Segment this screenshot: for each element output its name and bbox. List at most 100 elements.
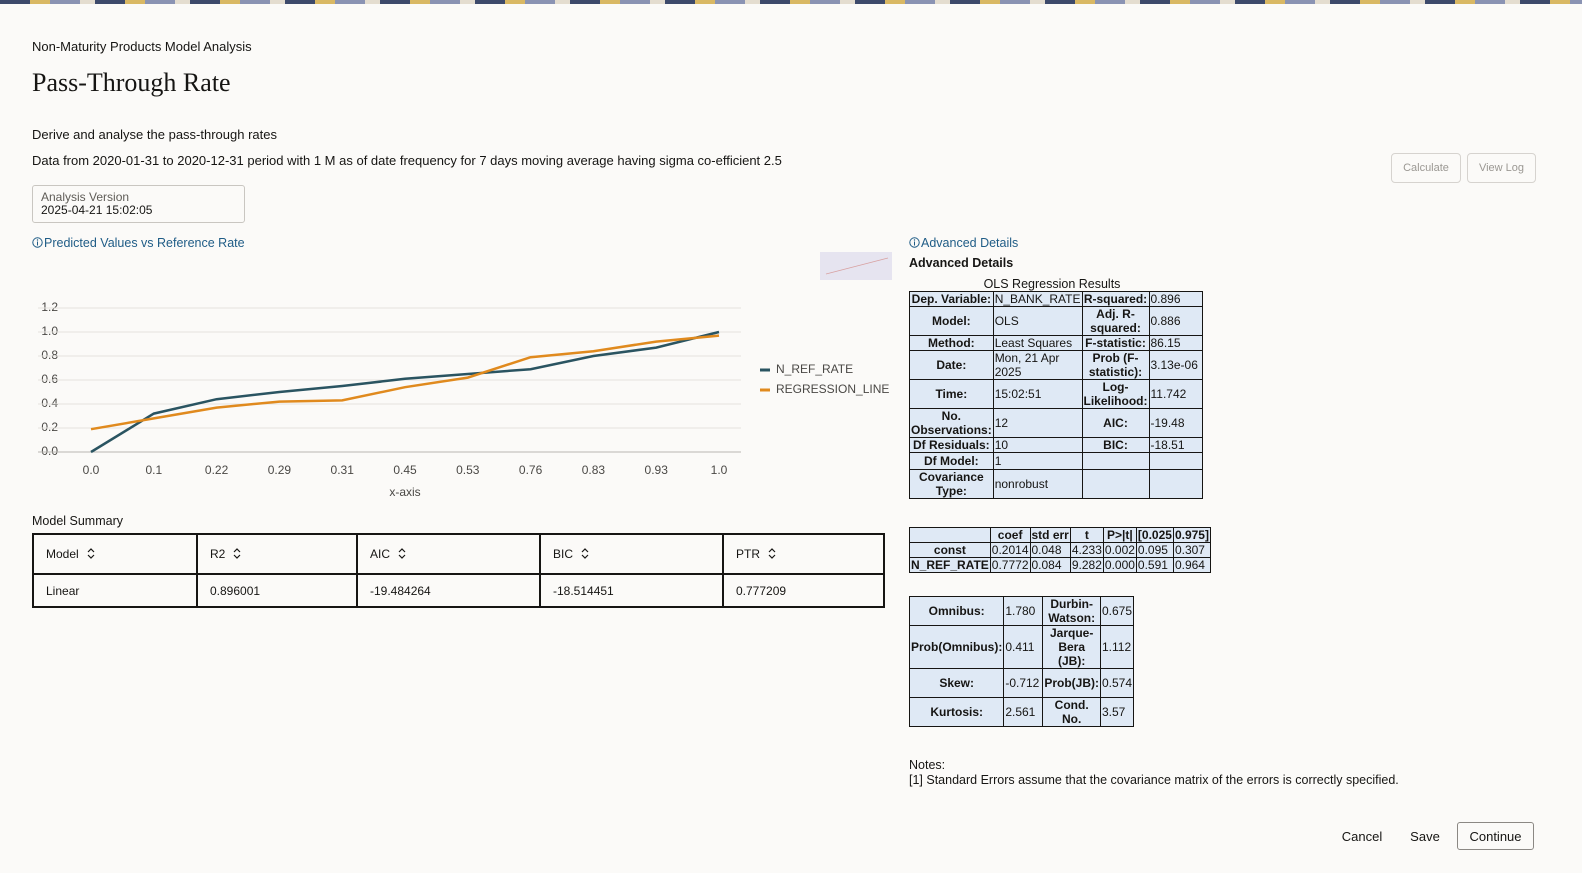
link-text: Advanced Details	[921, 236, 1019, 250]
sort-icon[interactable]	[581, 548, 589, 559]
view-log-button[interactable]: View Log	[1467, 153, 1536, 183]
x-tick-label: 0.93	[645, 463, 669, 477]
model-summary-title: Model Summary	[32, 514, 123, 528]
ols-cell: N_BANK_RATE	[992, 291, 1083, 307]
analysis-version-field[interactable]: Analysis Version 2025-04-21 15:02:05	[32, 185, 245, 223]
model-summary-table: Model R2 AIC BIC PTR Linear 0.896001 -19.484264…	[32, 533, 885, 608]
x-axis-label: x-axis	[389, 485, 420, 499]
column-header-text: PTR	[736, 547, 760, 561]
ols-cell: 9.282	[1069, 557, 1104, 573]
ols-cell: 1	[992, 452, 1083, 470]
ols-cell	[1148, 469, 1203, 499]
table-cell: -18.514451	[539, 573, 724, 608]
info-icon	[909, 237, 920, 248]
link-text: Predicted Values vs Reference Rate	[44, 236, 245, 250]
column-header[interactable]: R2	[196, 533, 358, 575]
table-row: Linear 0.896001 -19.484264 -18.514451 0.7772…	[32, 573, 885, 608]
column-header[interactable]: Model	[32, 533, 198, 575]
ols-summary-table: Dep. Variable: N_BANK_RATE R-squared: 0.896…	[909, 291, 1203, 499]
ols-cell: nonrobust	[992, 469, 1083, 499]
save-button[interactable]: Save	[1410, 828, 1440, 844]
ols-header: coef	[989, 527, 1031, 543]
sort-icon[interactable]	[398, 548, 406, 559]
chart-link[interactable]: Predicted Values vs Reference Rate	[32, 236, 245, 250]
column-header[interactable]: PTR	[722, 533, 885, 575]
breadcrumb: Non-Maturity Products Model Analysis	[32, 39, 252, 54]
sort-icon[interactable]	[233, 548, 241, 559]
description: Data from 2020-01-31 to 2020-12-31 perio…	[32, 153, 782, 168]
ols-cell: Method:	[909, 335, 994, 351]
ols-cell: 0.095	[1135, 542, 1174, 558]
continue-button[interactable]: Continue	[1457, 822, 1534, 850]
notes-heading: Notes:	[909, 758, 946, 772]
ols-cell: 0.411	[1003, 625, 1044, 669]
sort-icon[interactable]	[768, 548, 776, 559]
decorative-band	[0, 0, 1582, 4]
ols-cell: Kurtosis:	[908, 697, 1005, 727]
ols-coef-table: coef std err t P>|t| [0.025 0.975] const 0.2014…	[909, 527, 1211, 573]
column-header[interactable]: AIC	[356, 533, 541, 575]
ols-cell: -0.712	[1003, 668, 1044, 698]
ols-cell: BIC:	[1081, 437, 1150, 453]
y-tick-label: 1.2	[41, 300, 58, 314]
ols-cell: 86.15	[1148, 335, 1203, 351]
ols-cell: Jarque-Bera (JB):	[1042, 625, 1101, 669]
ols-header: std err	[1029, 527, 1071, 543]
ols-cell: 0.307	[1172, 542, 1211, 558]
ols-row: Omnibus: 1.780 Durbin-Watson: 0.675	[908, 596, 1135, 626]
ols-cell: Adj. R-squared:	[1081, 306, 1150, 336]
y-tick-label: 0.8	[41, 348, 58, 362]
calculate-button[interactable]: Calculate	[1391, 153, 1461, 183]
page-title: Pass-Through Rate	[32, 68, 231, 97]
ols-cell: 1.780	[1003, 596, 1044, 626]
y-tick-label: 1.0	[41, 324, 58, 338]
sort-icon[interactable]	[87, 548, 95, 559]
ols-cell: 0.591	[1135, 557, 1174, 573]
ols-row: Time: 15:02:51 Log-Likelihood: 11.742	[909, 379, 1203, 409]
x-tick-label: 0.0	[83, 463, 100, 477]
chart-thumbnail[interactable]	[820, 250, 892, 282]
ols-cell: R-squared:	[1081, 291, 1150, 307]
y-tick-label: 0.6	[41, 372, 58, 386]
ols-row: Kurtosis: 2.561 Cond. No. 3.57	[908, 697, 1135, 727]
cancel-button[interactable]: Cancel	[1341, 828, 1383, 844]
ols-cell: 0.7772	[989, 557, 1031, 573]
line-chart: 0.0 0.2 0.4 0.6 0.8 1.0 1.2 0.0 0.1 0.22 0.29 0.31 0…	[38, 300, 889, 499]
ols-row: N_REF_RATE 0.7772 0.084 9.282 0.000 0.591 0.96…	[909, 557, 1211, 573]
ols-header: [0.025	[1135, 527, 1174, 543]
ols-cell: 4.233	[1069, 542, 1104, 558]
table-cell: -19.484264	[356, 573, 541, 608]
ols-header	[909, 527, 991, 543]
column-header-text: Model	[46, 547, 79, 561]
ols-row: No. Observations: 12 AIC: -19.48	[909, 408, 1203, 438]
x-tick-label: 0.53	[456, 463, 480, 477]
ols-cell: Mon, 21 Apr 2025	[992, 350, 1083, 380]
table-cell: 0.777209	[722, 573, 885, 608]
ols-cell: N_REF_RATE	[909, 557, 991, 573]
ols-row: Skew: -0.712 Prob(JB): 0.574	[908, 668, 1135, 698]
ols-cell: 0.084	[1029, 557, 1071, 573]
ols-cell: Time:	[909, 379, 994, 409]
column-header[interactable]: BIC	[539, 533, 724, 575]
ols-row: Df Model: 1	[909, 452, 1203, 470]
ols-cell: Date:	[909, 350, 994, 380]
x-tick-label: 0.1	[145, 463, 162, 477]
ols-cell: Dep. Variable:	[909, 291, 994, 307]
ols-cell: 15:02:51	[992, 379, 1083, 409]
ols-cell: Model:	[909, 306, 994, 336]
ols-diagnostics-table: Omnibus: 1.780 Durbin-Watson: 0.675 Prob(Omn…	[908, 596, 1135, 727]
notes: Notes: [1] Standard Errors assume that t…	[909, 758, 1399, 788]
ols-cell: AIC:	[1081, 408, 1150, 438]
ols-row: Covariance Type: nonrobust	[909, 469, 1203, 499]
header-row: Model R2 AIC BIC PTR	[32, 533, 885, 575]
advanced-title: Advanced Details	[909, 256, 1014, 270]
ols-cell: Durbin-Watson:	[1042, 596, 1101, 626]
x-tick-label: 0.31	[331, 463, 355, 477]
x-tick-label: 1.0	[711, 463, 728, 477]
ols-header: 0.975]	[1172, 527, 1211, 543]
field-label: Analysis Version	[41, 190, 130, 204]
advanced-link[interactable]: Advanced Details	[909, 236, 1018, 250]
ols-row: Prob(Omnibus): 0.411 Jarque-Bera (JB): 1.11…	[908, 625, 1135, 669]
ols-cell: No. Observations:	[909, 408, 994, 438]
